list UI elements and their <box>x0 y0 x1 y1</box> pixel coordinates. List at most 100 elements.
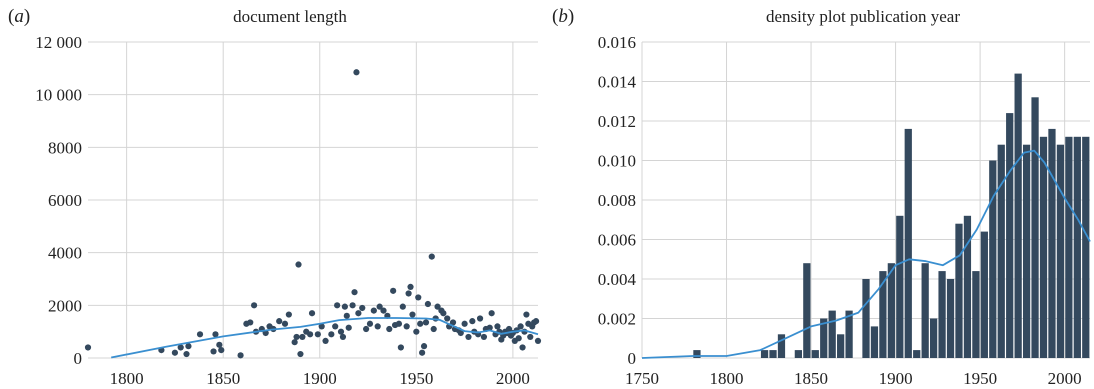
panel-a-point <box>295 261 302 268</box>
panel-a-point <box>457 329 464 337</box>
panel-b-bar <box>997 144 1005 358</box>
panel-a-point <box>328 331 335 338</box>
panel-b-bar <box>955 223 963 358</box>
panel-a-point <box>212 331 219 338</box>
panel-b-bar <box>1048 128 1056 358</box>
panel-a-point <box>386 325 393 333</box>
panel-a-ytick-label: 6000 <box>48 191 82 210</box>
panel-a-point <box>183 350 190 358</box>
panel-a-point <box>307 331 314 338</box>
panel-a-point <box>405 290 412 297</box>
panel-b-bar <box>811 350 819 358</box>
panel-a-point <box>428 253 435 260</box>
panel-a-point <box>413 328 420 335</box>
panel-b-bar <box>921 263 929 358</box>
panel-a-point <box>480 333 488 341</box>
panel-a-point <box>370 307 377 314</box>
panel-a-point <box>486 324 493 331</box>
panel-b-density-line <box>641 149 1091 359</box>
panel-a-point <box>343 312 350 319</box>
panel-a-ytick-label: 4000 <box>48 244 82 263</box>
panel-b-ytick-label: 0.010 <box>598 152 636 171</box>
panel-b-bar <box>1073 136 1081 358</box>
panel-a-point <box>430 325 437 333</box>
panel-a-point <box>449 319 457 326</box>
panel-a-point <box>349 302 356 309</box>
panel-a-xtick-label: 1950 <box>399 369 433 388</box>
panel-a-point <box>216 341 223 348</box>
panel-a-point <box>351 289 358 296</box>
panel-b-bar <box>1014 73 1022 358</box>
panel-b-bar <box>794 350 803 358</box>
panel-a-xtick-label: 1900 <box>303 369 337 388</box>
panel-b-ytick-label: 0.012 <box>598 112 636 131</box>
panel-a-point <box>374 323 381 330</box>
panel-a-point <box>291 339 298 346</box>
panel-a-point <box>519 344 526 351</box>
panel-a-points <box>84 69 542 359</box>
panel-b-tick-labels: 0 0.002 0.004 0.006 0.008 0.010 0.012 0.014 0.01… <box>598 33 1082 388</box>
panel-b-bar <box>896 215 904 358</box>
panel-a-point <box>171 349 179 356</box>
panel-a-point <box>318 323 325 330</box>
panel-a-point <box>285 311 292 318</box>
panel-b-bar <box>837 334 845 358</box>
panel-a-point <box>434 303 441 310</box>
panel-a-point <box>359 304 366 312</box>
panel-a-trend-line <box>111 317 539 359</box>
panel-b-bar <box>938 271 946 358</box>
panel-a-ytick-label: 0 <box>74 349 83 368</box>
panel-b-bars <box>693 73 1090 359</box>
panel-a-point <box>276 318 283 325</box>
panel-b-ytick-label: 0 <box>628 349 637 368</box>
panel-a-point <box>339 333 347 341</box>
panel-b-bar <box>879 271 887 358</box>
panel-a-point <box>505 325 513 333</box>
panel-b-bar <box>803 263 811 358</box>
panel-a-xtick-label: 1800 <box>110 369 144 388</box>
panel-a-point <box>465 333 472 341</box>
panel-a-point <box>366 320 374 327</box>
panel-a-point <box>420 343 428 350</box>
panel-b-bar <box>870 326 879 358</box>
panel-a-point <box>363 325 370 333</box>
panel-b-xtick-label: 1750 <box>625 369 659 388</box>
panel-a-title: document length <box>233 7 347 26</box>
panel-a-point <box>355 310 362 317</box>
panel-a-gridlines <box>88 41 538 359</box>
panel-a-point <box>469 318 476 325</box>
panel-a-point <box>395 320 403 327</box>
panel-a-point <box>308 310 316 317</box>
panel-b-ytick-label: 0.016 <box>598 33 636 52</box>
panel-b-density <box>641 149 1091 359</box>
panel-b-xtick-label: 1800 <box>710 369 744 388</box>
panel-a-point <box>415 294 422 301</box>
panel-a-point <box>407 283 414 290</box>
panel-b-bar <box>760 350 769 358</box>
panel-a-point <box>177 344 184 351</box>
panel-a-point <box>527 333 534 341</box>
panel-b-xtick-label: 1950 <box>963 369 997 388</box>
panel-b-ytick-label: 0.006 <box>598 231 636 250</box>
panel-a-point <box>345 324 352 331</box>
panel-b-ytick-label: 0.014 <box>598 73 637 92</box>
panel-b-bar <box>769 350 777 358</box>
panel-a-point <box>237 352 244 359</box>
panel-a-point <box>523 311 530 318</box>
panel-a-point <box>334 302 341 309</box>
panel-a-point <box>419 349 426 356</box>
panel-b-bar <box>904 128 912 358</box>
panel-a-point <box>185 343 192 350</box>
panel-b-bar <box>929 318 938 358</box>
panel-a-point <box>440 310 447 317</box>
panel-a-point <box>299 333 306 341</box>
panel-a-point <box>380 307 387 314</box>
panel-b-bar <box>913 350 921 358</box>
panel-a-point <box>397 344 404 351</box>
panel-a-point <box>409 311 416 318</box>
panel-a-point <box>390 287 397 294</box>
panel-a-point <box>247 319 254 326</box>
panel-b-title: density plot publication year <box>766 7 960 26</box>
panel-a-point <box>515 335 522 342</box>
